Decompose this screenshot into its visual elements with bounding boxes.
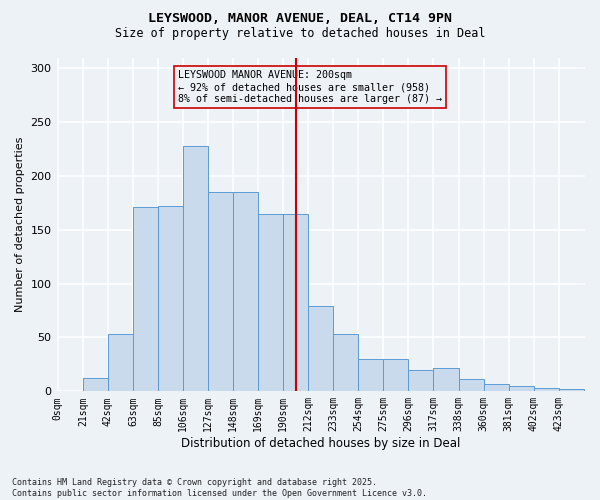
Text: Contains HM Land Registry data © Crown copyright and database right 2025.
Contai: Contains HM Land Registry data © Crown c…: [12, 478, 427, 498]
Bar: [233, 192, 258, 392]
Bar: [83, 378, 108, 392]
Bar: [458, 380, 484, 392]
Text: Size of property relative to detached houses in Deal: Size of property relative to detached ho…: [115, 28, 485, 40]
Bar: [108, 334, 133, 392]
Bar: [559, 389, 584, 392]
Bar: [258, 214, 283, 392]
Bar: [158, 206, 183, 392]
Bar: [283, 214, 308, 392]
Bar: [208, 192, 233, 392]
Bar: [183, 146, 208, 392]
Bar: [308, 306, 333, 392]
Bar: [333, 334, 358, 392]
Bar: [533, 388, 559, 392]
Bar: [383, 359, 409, 392]
Y-axis label: Number of detached properties: Number of detached properties: [15, 136, 25, 312]
Text: LEYSWOOD, MANOR AVENUE, DEAL, CT14 9PN: LEYSWOOD, MANOR AVENUE, DEAL, CT14 9PN: [148, 12, 452, 26]
Bar: [433, 368, 458, 392]
Bar: [133, 207, 158, 392]
Bar: [358, 359, 383, 392]
Text: LEYSWOOD MANOR AVENUE: 200sqm
← 92% of detached houses are smaller (958)
8% of s: LEYSWOOD MANOR AVENUE: 200sqm ← 92% of d…: [178, 70, 442, 104]
Bar: [409, 370, 433, 392]
Bar: [484, 384, 509, 392]
Bar: [509, 386, 533, 392]
X-axis label: Distribution of detached houses by size in Deal: Distribution of detached houses by size …: [181, 437, 460, 450]
